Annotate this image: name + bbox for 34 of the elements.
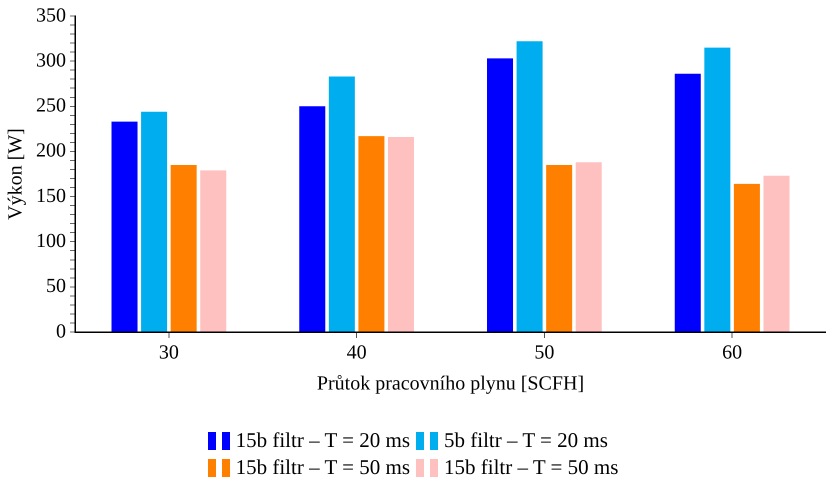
bar	[328, 76, 355, 332]
legend-label: 15b filtr – T = 50 ms	[444, 455, 618, 480]
y-tick-label: 250	[36, 94, 66, 117]
x-axis-title: Průtok pracovního plynu [SCFH]	[316, 372, 584, 394]
bar	[141, 112, 168, 332]
bar	[112, 122, 138, 332]
bar	[358, 136, 384, 332]
y-tick-label: 150	[36, 184, 66, 207]
bar	[516, 41, 543, 332]
bar	[704, 48, 730, 332]
bar	[763, 176, 790, 332]
bar	[734, 184, 760, 332]
legend-label: 5b filtr – T = 20 ms	[444, 428, 608, 453]
y-tick-label: 0	[56, 320, 66, 342]
y-tick-label: 100	[36, 230, 66, 252]
y-tick-label: 200	[36, 140, 66, 162]
bar	[170, 164, 197, 332]
bar	[299, 106, 326, 332]
bar	[487, 58, 514, 332]
legend-label: 15b filtr – T = 50 ms	[236, 455, 410, 480]
y-tick-label: 350	[36, 4, 66, 26]
bar	[576, 162, 602, 332]
x-tick-label: 50	[534, 341, 554, 364]
bar	[200, 170, 226, 332]
y-tick-label: 50	[46, 275, 66, 298]
legend-label: 15b filtr – T = 20 ms	[236, 428, 410, 453]
bar	[674, 74, 701, 332]
bar	[546, 164, 572, 332]
y-tick-label: 300	[36, 49, 66, 72]
y-axis-title: Výkon [W]	[4, 128, 26, 220]
x-tick-label: 30	[158, 341, 179, 364]
x-tick-label: 40	[346, 341, 367, 364]
bar	[388, 136, 414, 332]
x-tick-label: 60	[722, 341, 742, 364]
